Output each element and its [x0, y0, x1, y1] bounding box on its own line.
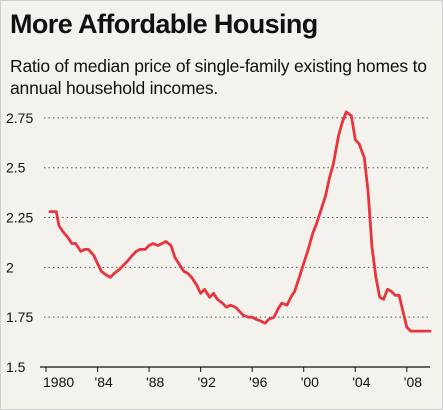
y-tick-label-4: 2.5 — [6, 160, 26, 176]
y-tick-labels: 1.5 1.75 2 2.25 2.5 2.75 — [6, 110, 33, 375]
y-tick-label-0: 1.5 — [6, 359, 26, 375]
x-tick-label-7: '08 — [404, 374, 422, 390]
x-tick-label-2: '88 — [146, 374, 164, 390]
y-tick-label-1: 1.75 — [6, 309, 33, 325]
chart-title: More Affordable Housing — [10, 9, 318, 39]
series — [48, 110, 432, 333]
y-tick-label-5: 2.75 — [6, 110, 33, 126]
x-tick-labels: 1980 '84 '88 '92 '96 '00 '04 '08 — [43, 374, 422, 390]
chart-subtitle: Ratio of median price of single-family e… — [10, 56, 427, 98]
y-tick-label-2: 2 — [6, 259, 14, 275]
x-tick-label-4: '96 — [249, 374, 267, 390]
y-tick-label-3: 2.25 — [6, 210, 33, 226]
x-tick-label-3: '92 — [198, 374, 216, 390]
grid-lines — [44, 117, 430, 318]
x-tick-label-6: '04 — [352, 374, 370, 390]
series-line — [48, 110, 432, 333]
x-tick-label-1: '84 — [95, 374, 113, 390]
x-tick-label-5: '00 — [301, 374, 319, 390]
axes — [40, 366, 430, 372]
x-tick-label-0: 1980 — [43, 374, 74, 390]
